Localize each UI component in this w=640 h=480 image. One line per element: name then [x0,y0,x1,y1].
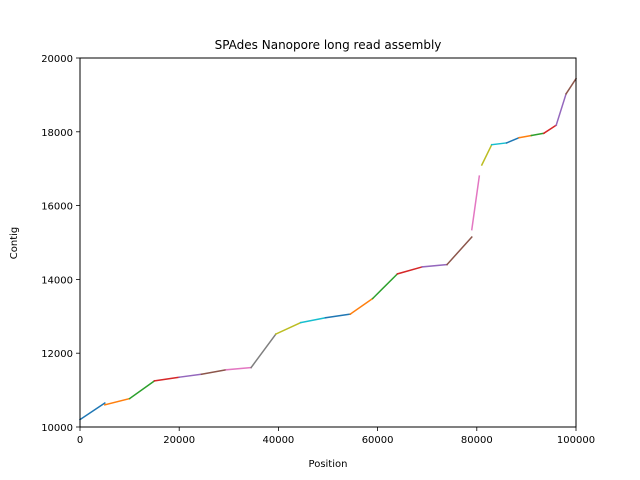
series-segment-8 [250,332,277,369]
series-segment-12 [349,297,374,316]
series-segment-6 [200,368,228,376]
y-tick-label: 20000 [41,54,73,65]
y-tick-label: 12000 [41,349,73,360]
series-segment-3 [128,379,156,400]
x-axis-label: Position [309,459,348,470]
x-tick-label: 100000 [557,435,595,446]
y-tick-label: 14000 [41,275,73,286]
y-tick-label: 10000 [41,423,73,434]
series-segment-24 [555,92,568,127]
x-tick-label: 20000 [163,435,195,446]
x-tick-label: 60000 [362,435,394,446]
series-segment-7 [225,366,252,371]
series-segment-17 [470,175,481,231]
series-segment-5 [178,373,203,379]
series-segment-18 [480,143,493,167]
plot-area [78,77,578,421]
y-tick-label: 18000 [41,128,73,139]
series-segment-23 [542,124,558,135]
series-segment-10 [299,316,327,324]
series-segment-13 [371,272,399,300]
series-segment-11 [324,313,352,319]
series-segment-1 [78,401,106,421]
series-segment-22 [530,132,545,137]
series-segment-25 [565,77,578,95]
series-segment-16 [445,235,473,266]
series-segment-20 [505,136,520,144]
axes-frame [79,57,577,428]
x-axis: 0 20000 40000 60000 80000 100000 [77,427,595,446]
series-segment-4 [153,376,181,382]
series-segment-15 [421,263,448,268]
x-tick-label: 0 [77,435,83,446]
x-tick-label: 80000 [461,435,493,446]
series-segment-21 [518,134,533,139]
series-segment-9 [274,321,302,335]
series-segment-19 [490,142,508,146]
y-axis: 10000 12000 14000 16000 18000 20000 [41,54,80,434]
x-tick-label: 40000 [262,435,294,446]
y-tick-label: 16000 [41,202,73,213]
series-segment-14 [396,265,424,275]
chart-title: SPAdes Nanopore long read assembly [215,38,442,52]
y-axis-label: Contig [9,227,20,260]
series-segment-2 [103,397,131,406]
